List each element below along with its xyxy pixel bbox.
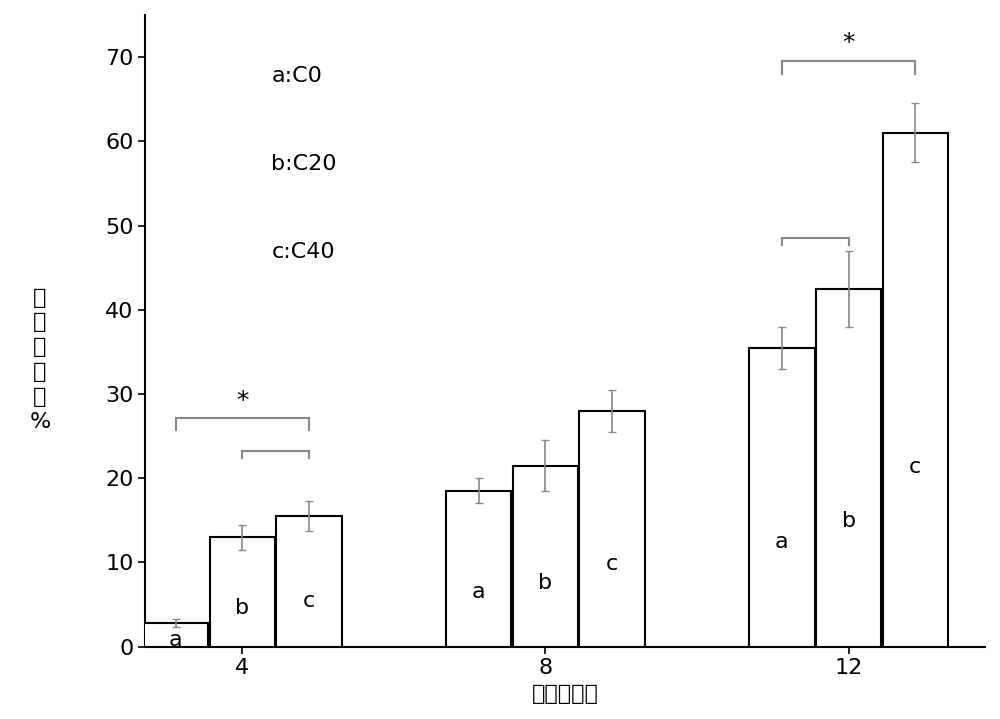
Bar — [276, 516, 342, 646]
Text: *: * — [236, 388, 248, 413]
Bar — [579, 411, 645, 646]
Text: *: * — [842, 32, 855, 55]
Text: b: b — [842, 511, 856, 531]
Text: b: b — [538, 573, 553, 593]
Text: c: c — [303, 591, 315, 611]
Bar — [513, 466, 578, 646]
Text: a:C0: a:C0 — [271, 65, 322, 86]
Text: a: a — [169, 630, 182, 649]
Bar — [883, 133, 948, 646]
Text: c: c — [909, 457, 921, 477]
Bar — [143, 623, 208, 646]
Text: 阳
性
表
达
率
%: 阳 性 表 达 率 % — [29, 288, 51, 431]
Text: b:C20: b:C20 — [271, 154, 337, 174]
Text: c:C40: c:C40 — [271, 242, 335, 262]
Bar — [816, 289, 881, 646]
Text: b: b — [235, 598, 249, 618]
Bar — [749, 348, 815, 646]
Bar — [446, 491, 511, 646]
Bar — [210, 537, 275, 646]
X-axis label: 时间（周）: 时间（周） — [532, 684, 599, 704]
Text: a: a — [775, 532, 789, 552]
Text: a: a — [472, 582, 486, 602]
Text: c: c — [606, 554, 618, 574]
